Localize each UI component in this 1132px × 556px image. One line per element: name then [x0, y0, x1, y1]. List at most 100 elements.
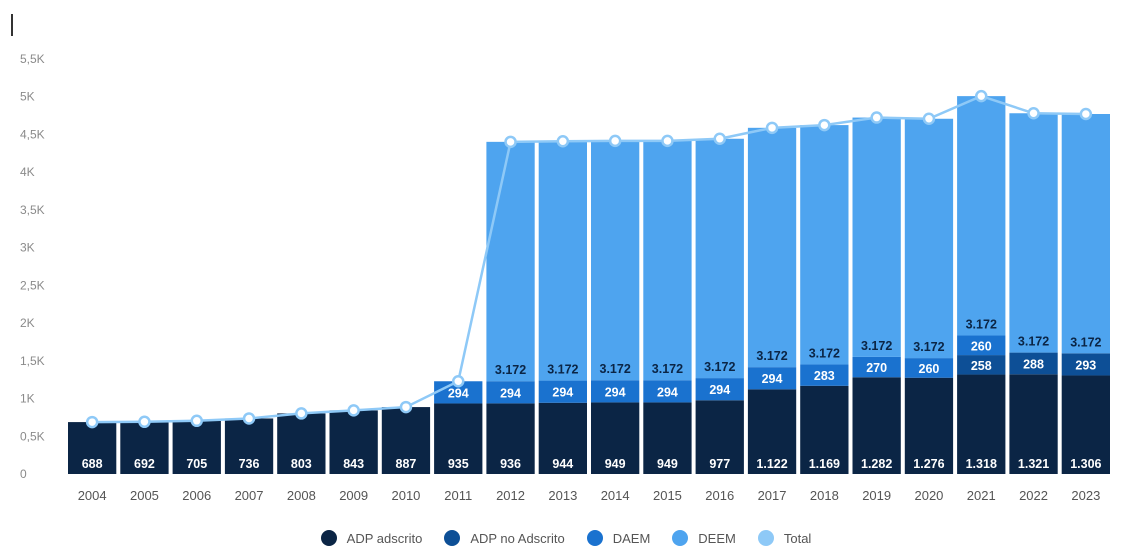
data-label: 977	[709, 457, 730, 471]
x-tick-label: 2005	[130, 488, 159, 503]
legend-label: ADP adscrito	[346, 530, 423, 546]
data-label: 3.172	[861, 339, 892, 353]
bar-segment	[1061, 375, 1110, 474]
x-tick-label: 2004	[78, 488, 107, 503]
data-label: 294	[500, 386, 521, 400]
data-label: 3.172	[966, 317, 997, 331]
data-label: 3.172	[1018, 335, 1049, 349]
total-point	[1027, 107, 1040, 120]
data-label: 1.282	[861, 457, 892, 471]
text-cursor	[11, 14, 13, 36]
data-label: 294	[709, 383, 730, 397]
y-tick-label: 0,5K	[20, 429, 45, 443]
total-point	[295, 407, 308, 420]
data-label: 935	[448, 457, 469, 471]
data-label: 260	[919, 362, 940, 376]
bar-segment	[1009, 113, 1058, 353]
legend-item-adp-no-adscrito[interactable]: ADP no Adscrito	[444, 530, 565, 546]
bar-segment	[852, 356, 901, 378]
bar-segment	[1009, 374, 1058, 474]
data-label: 3.172	[756, 349, 787, 363]
data-label: 949	[605, 457, 626, 471]
data-label: 3.172	[600, 362, 631, 376]
bar-segment	[486, 141, 535, 382]
total-point	[922, 112, 936, 126]
total-point	[347, 404, 360, 417]
legend-item-adp-adscrito[interactable]: ADP adscrito	[320, 530, 423, 546]
x-tick-label: 2022	[1019, 488, 1048, 503]
y-tick-label: 2,5K	[20, 278, 45, 292]
data-label: 1.169	[809, 457, 840, 471]
data-label: 3.172	[809, 346, 840, 360]
legend: ADP adscrito ADP no Adscrito DAEM DEEM T…	[0, 530, 1132, 546]
data-label: 3.172	[547, 363, 578, 377]
bar-segment	[800, 385, 849, 474]
legend-swatch	[672, 530, 689, 546]
x-tick-label: 2013	[548, 488, 577, 503]
bar-segment	[486, 381, 535, 404]
legend-label: DAEM	[612, 530, 651, 546]
y-tick-label: 1,5K	[20, 354, 45, 368]
total-point	[975, 89, 988, 103]
y-tick-label: 1K	[20, 392, 35, 406]
data-label: 1.306	[1070, 457, 1101, 471]
bar-segment	[957, 335, 1006, 356]
data-label: 3.172	[704, 360, 735, 374]
x-axis: 2004 2005 2006 2007 2008 2009 2010 2011 2012 2013…	[78, 488, 1101, 503]
x-tick-label: 2021	[967, 488, 996, 503]
bar-segment	[904, 118, 954, 359]
bar-segment	[643, 380, 692, 403]
bar-segment	[329, 410, 378, 474]
data-label: 736	[239, 457, 260, 471]
x-tick-label: 2023	[1071, 488, 1100, 503]
bar-segment	[538, 402, 587, 474]
y-tick-label: 4,5K	[20, 127, 45, 141]
bar-segment	[957, 96, 1006, 336]
x-tick-label: 2018	[810, 488, 839, 503]
legend-item-deem[interactable]: DEEM	[672, 530, 736, 546]
data-label: 294	[605, 385, 626, 399]
legend-item-daem[interactable]: DAEM	[586, 530, 651, 546]
data-label: 3.172	[495, 363, 526, 377]
total-point	[452, 375, 465, 388]
data-label: 3.172	[913, 340, 944, 354]
data-label: 1.122	[756, 457, 787, 471]
total-line	[85, 89, 1093, 429]
x-tick-label: 2015	[653, 488, 682, 503]
data-label: 936	[500, 457, 521, 471]
x-tick-label: 2020	[914, 488, 943, 503]
total-point	[85, 415, 99, 429]
legend-item-total[interactable]: Total	[757, 530, 811, 546]
data-label: 803	[291, 457, 312, 471]
bar-segment	[747, 367, 797, 390]
bar-segment	[695, 138, 744, 379]
data-label: 1.318	[966, 457, 997, 471]
bar-segment	[381, 407, 431, 474]
data-label: 688	[82, 457, 103, 471]
bar-segment	[538, 141, 587, 381]
total-point	[242, 412, 256, 425]
x-tick-label: 2012	[496, 488, 525, 503]
total-point	[870, 111, 883, 124]
data-label: 294	[657, 385, 678, 399]
bar-segment	[695, 378, 744, 401]
bar-segment	[695, 400, 744, 474]
total-point	[556, 134, 570, 148]
bar-segment	[591, 402, 640, 474]
bar-segment	[591, 380, 640, 403]
y-tick-label: 0	[20, 467, 27, 481]
bar-segment	[957, 374, 1006, 474]
x-tick-label: 2017	[758, 488, 787, 503]
data-label: 949	[657, 457, 678, 471]
total-point	[504, 135, 517, 149]
x-tick-label: 2008	[287, 488, 316, 503]
y-tick-label: 3,5K	[20, 203, 45, 217]
data-label: 294	[552, 386, 573, 400]
data-label: 1.321	[1018, 457, 1049, 471]
y-tick-label: 4K	[20, 165, 35, 179]
x-tick-label: 2019	[862, 488, 891, 503]
y-tick-label: 5,5K	[20, 52, 45, 66]
data-label: 283	[814, 369, 835, 383]
legend-swatch	[320, 530, 337, 546]
